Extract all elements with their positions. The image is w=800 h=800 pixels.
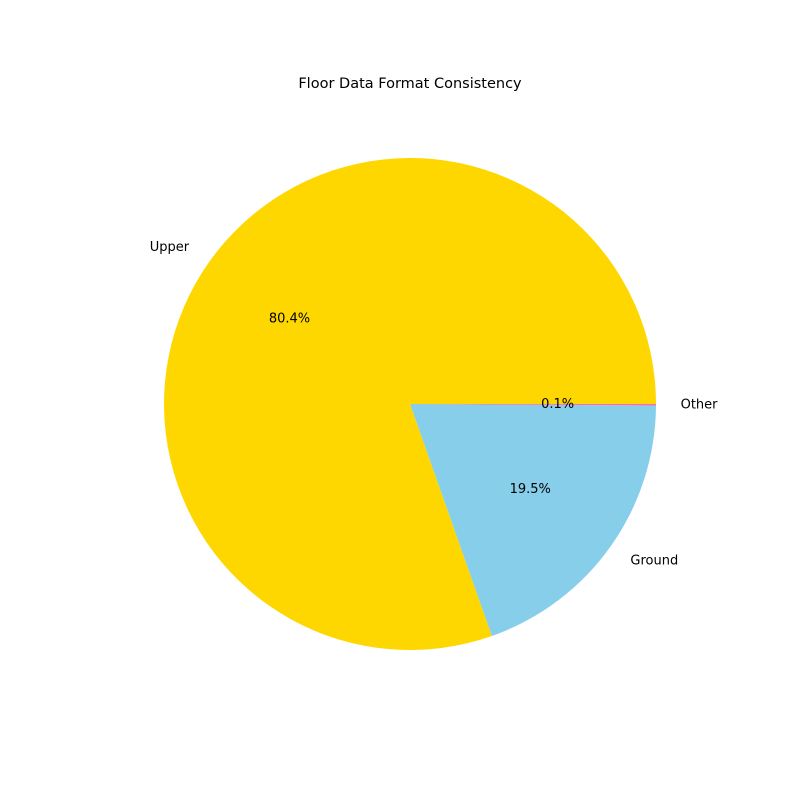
pct-label-upper: 80.4% [269,311,310,326]
slice-label-ground: Ground [630,553,678,568]
pie-slices [163,158,657,650]
chart-title: Floor Data Format Consistency [298,76,522,92]
pct-label-ground: 19.5% [510,482,551,497]
pct-label-other: 0.1% [541,397,574,412]
slice-label-upper: Upper [150,240,190,255]
pie-labels: Upper 80.4% Ground 19.5% Other 0.1% [150,240,718,568]
pie-slice-ground [410,404,656,636]
pie-slice-other [410,404,656,406]
slice-label-other: Other [681,397,719,412]
